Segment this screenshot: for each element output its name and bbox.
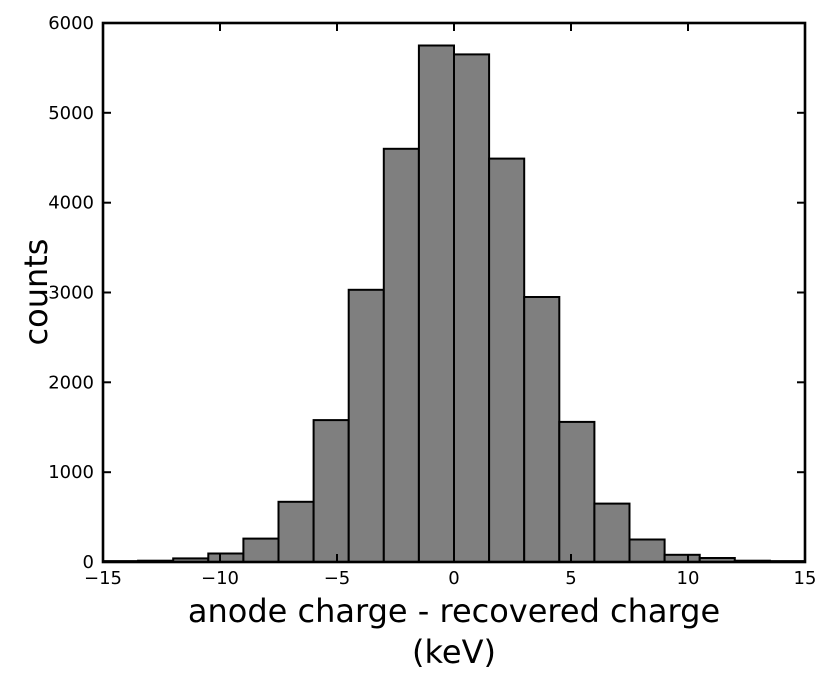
y-tick-label: 6000 [48,13,94,34]
histogram-bar [277,500,315,563]
y-tick-label: 2000 [48,372,94,393]
x-axis-label: anode charge - recovered charge (keV) [188,591,720,673]
histogram-bar [558,420,596,563]
x-tick-label: 0 [448,568,459,589]
histogram-bar [417,44,455,563]
y-tick-label: 3000 [48,283,94,304]
plot-frame [101,21,807,564]
histogram-bar [628,538,666,563]
x-tick-label: 15 [794,568,817,589]
histogram-bar [593,502,631,564]
x-axis-label-line2: (keV) [412,633,496,671]
histogram-bar [242,537,280,563]
x-tick-label: −5 [324,568,351,589]
x-tick-label: 10 [677,568,700,589]
x-tick-label: 5 [565,568,576,589]
x-axis-label-line1: anode charge - recovered charge [187,592,721,630]
x-tick-label: −15 [84,568,122,589]
x-tick-label: −10 [201,568,239,589]
histogram-bar [312,419,350,563]
histogram-bar [453,53,491,564]
histogram-bar [382,147,420,564]
y-tick-label: 4000 [48,193,94,214]
histogram-bar [347,288,385,563]
y-tick-label: 0 [83,552,94,573]
histogram-bar [523,296,561,563]
y-tick-label: 1000 [48,462,94,483]
histogram-bar [488,157,526,563]
y-tick-label: 5000 [48,103,94,124]
y-axis-label: counts [17,238,55,346]
